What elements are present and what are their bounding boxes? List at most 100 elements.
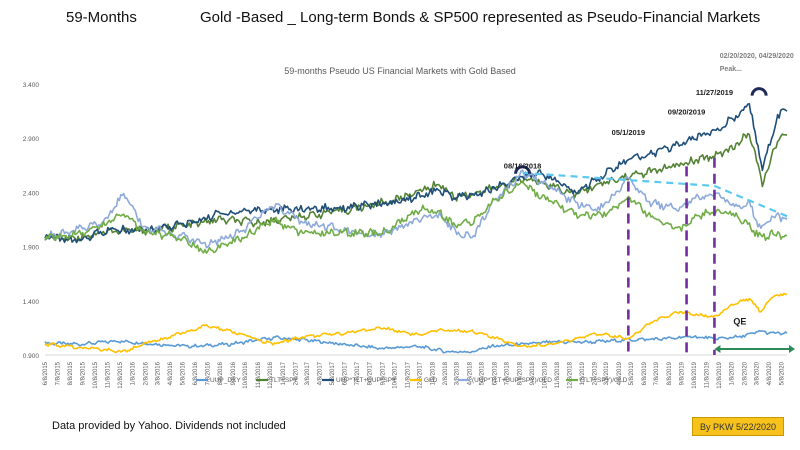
- x-tick-label: 8/8/2015: [68, 361, 74, 385]
- y-tick-label: 1.900: [23, 245, 40, 252]
- x-axis: 6/8/2015 7/8/2015 8/8/2015 9/8/2015 10/8/201…: [43, 361, 785, 388]
- legend-label: (TLT+SPY)/GLD: [580, 377, 628, 384]
- x-tick-label: 1/8/2016: [131, 361, 137, 385]
- x-tick-label: 12/8/2016: [268, 361, 274, 388]
- x-tick-label: 9/8/2018: [530, 361, 536, 385]
- x-tick-label: 3/8/2018: [455, 361, 461, 385]
- x-tick-label: 11/8/2016: [256, 361, 262, 388]
- x-tick-label: 6/8/2016: [193, 361, 199, 385]
- annotation-label: 11/27/2019: [696, 88, 733, 97]
- x-tick-label: 1/8/2017: [281, 361, 287, 385]
- x-tick-label: 10/8/2018: [542, 361, 548, 388]
- y-axis: 0.900 1.400 1.900 2.400 2.900 3.400: [23, 82, 787, 360]
- x-tick-label: 3/8/2019: [604, 361, 610, 385]
- x-tick-label: 5/8/2019: [629, 361, 635, 385]
- x-tick-label: 1/8/2019: [580, 361, 586, 385]
- legend-label: (UUP*TLT+UUP*SPY)/GLD: [472, 377, 552, 384]
- legend-label: UUP_DXY: [210, 377, 241, 384]
- x-tick-label: 6/8/2015: [43, 361, 49, 385]
- annotation-label: 02/20/2020, 04/29/2020: [720, 53, 794, 60]
- x-tick-label: 3/8/2017: [305, 361, 311, 385]
- credit-text: By PKW 5/22/2020: [699, 421, 777, 432]
- x-tick-label: 9/8/2017: [380, 361, 386, 385]
- x-tick-label: 12/8/2018: [567, 361, 573, 388]
- series-line-0: [44, 329, 788, 354]
- x-tick-label: 10/8/2017: [393, 361, 399, 388]
- x-tick-label: 7/8/2015: [55, 361, 61, 385]
- annotation-layer: 08/16/2018 05/1/2019 09/20/2019 11/27/2019 0…: [504, 53, 794, 327]
- x-tick-label: 9/8/2019: [680, 361, 686, 385]
- x-tick-label: 3/8/2020: [754, 361, 760, 385]
- annotation-label: Peak...: [720, 66, 742, 73]
- x-tick-label: 8/8/2018: [517, 361, 523, 385]
- x-tick-label: 7/8/2016: [205, 361, 211, 385]
- series-line-3: [44, 292, 788, 354]
- x-tick-label: 11/8/2019: [705, 361, 711, 388]
- x-tick-label: 11/8/2017: [405, 361, 411, 388]
- y-tick-label: 1.400: [23, 299, 40, 306]
- x-tick-label: 5/8/2017: [330, 361, 336, 385]
- x-tick-label: 11/8/2015: [106, 361, 112, 388]
- x-tick-label: 1/8/2020: [730, 361, 736, 385]
- x-tick-label: 9/8/2016: [231, 361, 237, 385]
- x-tick-label: 5/8/2020: [779, 361, 785, 385]
- x-tick-label: 2/8/2018: [443, 361, 449, 385]
- x-tick-label: 12/8/2017: [418, 361, 424, 388]
- y-tick-label: 2.400: [23, 190, 40, 197]
- x-tick-label: 6/8/2018: [492, 361, 498, 385]
- series-line-5: [44, 180, 788, 254]
- main-title: Gold -Based _ Long-term Bonds & SP500 re…: [200, 9, 761, 26]
- series-line-4: [44, 169, 788, 249]
- qe-arrow-right: [789, 345, 795, 353]
- y-tick-label: 0.900: [23, 353, 40, 360]
- x-tick-label: 12/8/2019: [717, 361, 723, 388]
- annotation-label: 05/1/2019: [612, 128, 645, 137]
- x-tick-label: 6/8/2019: [642, 361, 648, 385]
- x-tick-label: 2/8/2020: [742, 361, 748, 385]
- x-tick-label: 2/8/2019: [593, 361, 599, 385]
- x-tick-label: 9/8/2015: [81, 361, 87, 385]
- source-note: Data provided by Yahoo. Dividends not in…: [52, 420, 286, 432]
- legend-label: TLT+SPY: [270, 377, 299, 384]
- trend-line: [522, 171, 788, 218]
- x-tick-label: 1/8/2018: [430, 361, 436, 385]
- overlay-layer: [514, 87, 795, 355]
- peak-arc: [750, 87, 768, 96]
- x-tick-label: 3/8/2016: [155, 361, 161, 385]
- legend-label: GLD: [424, 377, 438, 384]
- annotation-label: 09/20/2019: [668, 107, 706, 116]
- credit-badge: By PKW 5/22/2020: [692, 417, 784, 436]
- x-tick-label: 7/8/2019: [654, 361, 660, 385]
- legend: UUP_DXY TLT+SPY UUP*TLT+UUP*SPY GLD (UUP*TLT…: [196, 377, 628, 384]
- x-tick-label: 4/8/2017: [318, 361, 324, 385]
- series-line-1: [44, 132, 788, 243]
- x-tick-label: 10/8/2019: [692, 361, 698, 388]
- x-tick-label: 4/8/2020: [767, 361, 773, 385]
- x-tick-label: 8/8/2016: [218, 361, 224, 385]
- left-title: 59-Months: [66, 9, 137, 26]
- x-tick-label: 2/8/2016: [143, 361, 149, 385]
- x-tick-label: 4/8/2016: [168, 361, 174, 385]
- peak-arc: [514, 165, 532, 174]
- annotation-label: 08/16/2018: [504, 162, 542, 171]
- x-tick-label: 5/8/2018: [480, 361, 486, 385]
- x-tick-label: 2/8/2017: [293, 361, 299, 385]
- y-tick-label: 3.400: [23, 82, 40, 89]
- x-tick-label: 5/8/2016: [180, 361, 186, 385]
- x-tick-label: 8/8/2019: [667, 361, 673, 385]
- x-tick-label: 7/8/2017: [355, 361, 361, 385]
- x-tick-label: 7/8/2018: [505, 361, 511, 385]
- series-layer: [44, 103, 788, 354]
- x-tick-label: 10/8/2015: [93, 361, 99, 388]
- x-tick-label: 8/8/2017: [368, 361, 374, 385]
- qe-arrow-left: [714, 345, 721, 353]
- series-line-2: [44, 103, 788, 244]
- chart-title: 59-months Pseudo US Financial Markets wi…: [284, 66, 516, 76]
- x-tick-label: 12/8/2015: [118, 361, 124, 388]
- y-tick-label: 2.900: [23, 136, 40, 143]
- annotation-label: QE: [733, 317, 746, 327]
- x-tick-label: 6/8/2017: [343, 361, 349, 385]
- legend-label: UUP*TLT+UUP*SPY: [336, 377, 397, 384]
- x-tick-label: 10/8/2016: [243, 361, 249, 388]
